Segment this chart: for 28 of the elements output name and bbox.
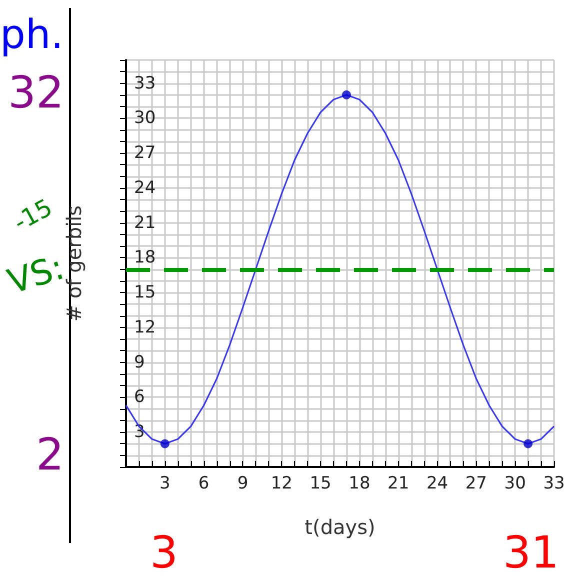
text: 32 (8, 68, 64, 118)
x-tick-label: 9 (237, 474, 248, 494)
y-tick-label: 30 (134, 108, 156, 128)
x-tick-label: 21 (388, 474, 410, 494)
x-tick-label: 12 (270, 474, 292, 494)
y-axis-title: # of gerbils (62, 205, 86, 322)
text: 31 (503, 528, 559, 578)
x-tick-label: 30 (504, 474, 526, 494)
y-tick-label: 21 (134, 212, 156, 233)
y-tick-label: 6 (134, 387, 145, 408)
text: ph. (0, 12, 64, 58)
text: 2 (36, 430, 64, 480)
x-axis-title: t(days) (304, 515, 376, 539)
y-tick-label: 24 (134, 178, 156, 198)
text: -15 (9, 193, 57, 237)
y-tick-label: 12 (134, 317, 156, 338)
x-tick-label: 33 (543, 474, 565, 494)
x-tick-label: 15 (310, 474, 332, 494)
x-tick-label: 3 (159, 474, 170, 494)
y-tick-label: 9 (134, 352, 145, 372)
x-tick-label: 27 (465, 474, 487, 494)
x-tick-label: 24 (426, 474, 448, 494)
y-tick-label: 27 (134, 143, 156, 164)
y-tick-label: 18 (134, 248, 156, 268)
y-tick-label: 33 (134, 73, 156, 94)
x-tick-label: 18 (348, 474, 370, 494)
y-tick-label: 15 (134, 282, 156, 303)
x-tick-label: 6 (198, 474, 210, 494)
